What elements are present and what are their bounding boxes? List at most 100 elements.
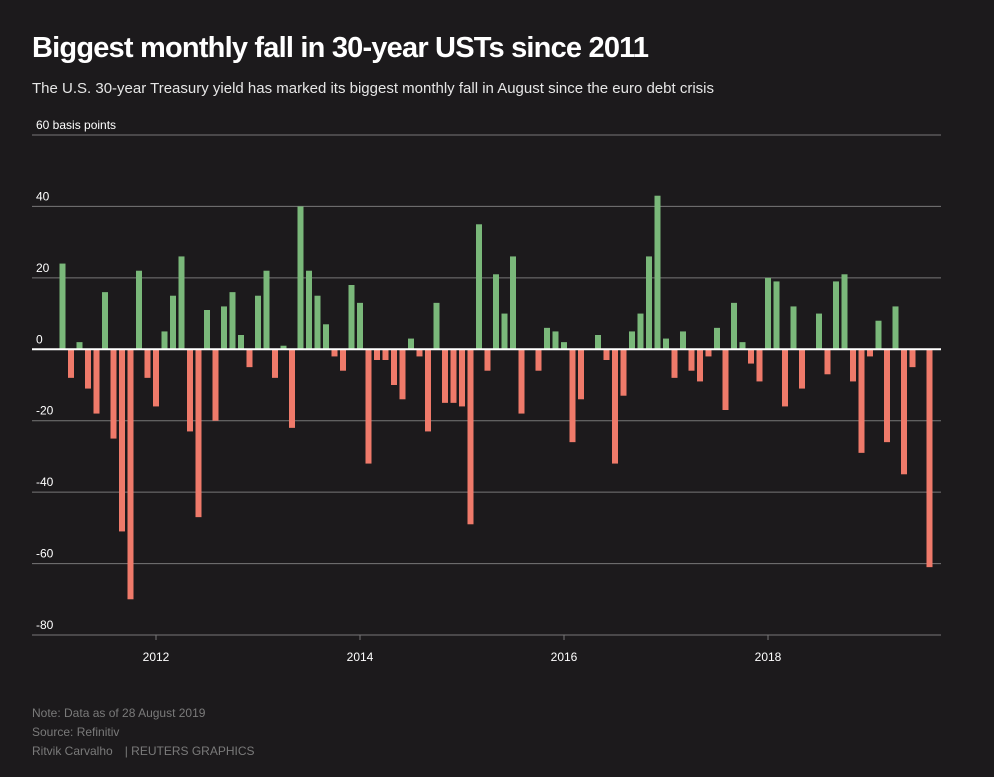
bar-negative (153, 349, 159, 407)
chart-title: Biggest monthly fall in 30-year USTs sin… (32, 32, 649, 64)
bar-negative (578, 349, 584, 400)
bar-positive (433, 302, 440, 350)
footer-author: Ritvik Carvalho (32, 744, 113, 758)
bar-negative (926, 349, 933, 568)
bar-negative (195, 349, 202, 518)
bar-negative (144, 349, 151, 378)
bar-positive (76, 342, 83, 350)
bar-negative (187, 349, 193, 432)
bar-positive (314, 295, 321, 350)
bar-negative (850, 349, 856, 382)
bar-positive (731, 302, 737, 350)
bar-positive (680, 331, 686, 350)
bar-negative (722, 349, 729, 410)
bar-positive (476, 224, 482, 350)
bar-negative (518, 349, 525, 414)
footer-source: Source: Refinitiv (32, 725, 120, 739)
bar-negative (425, 349, 431, 432)
bar-positive (323, 324, 329, 350)
bar-negative (612, 349, 618, 464)
bar-positive (297, 206, 304, 350)
y-tick-label: 20 (36, 261, 50, 275)
bar-negative (68, 349, 74, 378)
footer-note: Note: Data as of 28 August 2019 (32, 706, 206, 720)
bar-negative (399, 349, 406, 400)
bar-positive (629, 331, 635, 350)
x-tick-label: 2012 (143, 650, 170, 664)
bar-negative (884, 349, 890, 443)
bar-positive (552, 331, 559, 350)
y-tick-label: -60 (36, 547, 54, 561)
bar-positive (170, 295, 176, 350)
y-tick-label: 40 (36, 189, 50, 203)
bar-negative (603, 349, 610, 360)
bar-positive (161, 331, 168, 350)
bar-positive (493, 274, 499, 350)
bar-positive (654, 195, 661, 350)
bar-negative (127, 349, 134, 600)
bar-negative (459, 349, 465, 407)
bar-negative (340, 349, 346, 371)
bar-negative (782, 349, 788, 407)
bar-positive (357, 302, 363, 350)
x-tick-label: 2014 (347, 650, 374, 664)
bar-positive (561, 342, 567, 350)
footer-credit: Ritvik Carvalho | REUTERS GRAPHICS (32, 744, 255, 758)
x-tick-label: 2016 (551, 650, 578, 664)
bar-positive (408, 338, 414, 350)
bar-negative (289, 349, 295, 428)
bar-positive (595, 335, 601, 350)
bar-negative (688, 349, 695, 371)
bar-positive (102, 292, 108, 350)
bar-positive (204, 310, 210, 350)
bar-negative (110, 349, 117, 439)
bar-positive (892, 306, 899, 350)
bar-positive (875, 320, 882, 350)
bar-positive (646, 256, 652, 350)
y-tick-label: -80 (36, 618, 54, 632)
bar-positive (229, 292, 236, 350)
bar-negative (450, 349, 457, 403)
bar-positive (59, 263, 66, 350)
bar-positive (306, 270, 312, 350)
bar-negative (246, 349, 253, 368)
bar-positive (238, 335, 244, 350)
bar-negative (331, 349, 338, 357)
bar-negative (824, 349, 831, 375)
bar-positive (841, 274, 848, 350)
bar-negative (909, 349, 916, 368)
bar-chart: 60 basis points 40 20 0 -20 -40 -60 -80 2012 2014… (32, 118, 941, 664)
footer-agency: | REUTERS GRAPHICS (124, 744, 255, 758)
bar-negative (799, 349, 805, 389)
bar-negative (484, 349, 491, 371)
x-tick-label: 2018 (755, 650, 782, 664)
bar-negative (569, 349, 576, 443)
bar-positive (263, 270, 270, 350)
bar-negative (858, 349, 865, 453)
bar-negative (416, 349, 423, 357)
bar-negative (671, 349, 678, 378)
bar-negative (365, 349, 372, 464)
bar-negative (756, 349, 763, 382)
bar-negative (705, 349, 712, 357)
bar-positive (348, 285, 355, 350)
bar-negative (867, 349, 873, 357)
bar-negative (391, 349, 397, 385)
y-tick-label: 0 (36, 332, 43, 346)
bar-positive (510, 256, 516, 350)
bar-negative (382, 349, 389, 360)
bar-positive (773, 281, 780, 350)
bar-positive (833, 281, 839, 350)
bar-positive (816, 313, 822, 350)
bar-negative (93, 349, 100, 414)
bar-negative (212, 349, 219, 421)
y-tick-label: -20 (36, 404, 54, 418)
chart-subtitle: The U.S. 30-year Treasury yield has mark… (32, 80, 714, 97)
bar-positive (501, 313, 508, 350)
bar-positive (739, 342, 746, 350)
bar-positive (136, 270, 142, 350)
bar-negative (442, 349, 448, 403)
bar-positive (221, 306, 227, 350)
bar-negative (697, 349, 703, 382)
bar-negative (620, 349, 627, 396)
